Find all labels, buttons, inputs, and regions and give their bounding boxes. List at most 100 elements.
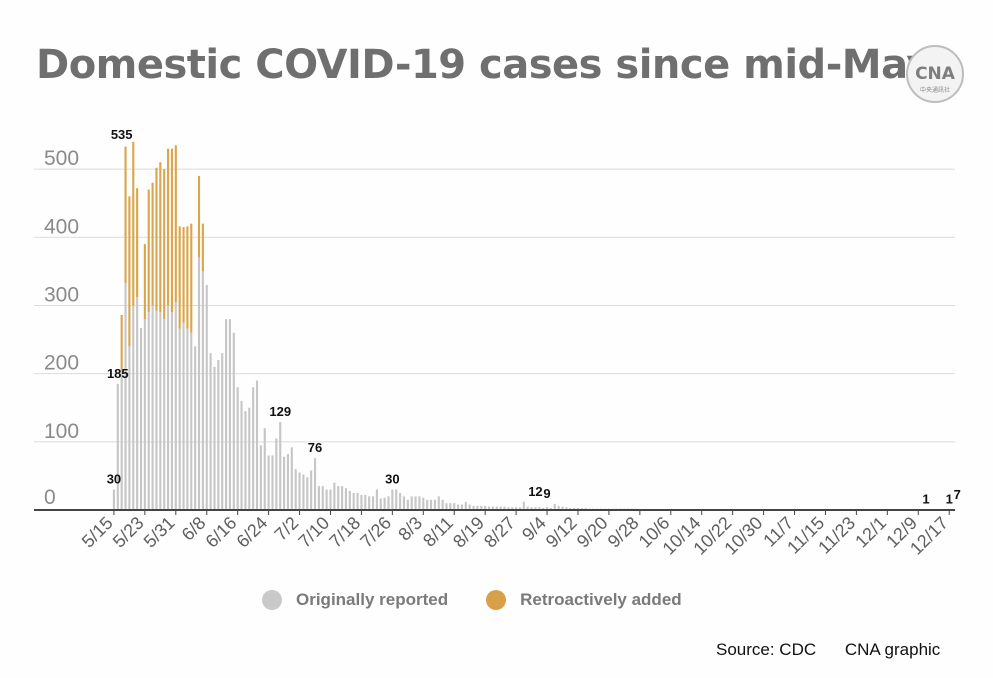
bar-original xyxy=(271,455,274,510)
bar-original xyxy=(534,507,537,510)
bar-retro xyxy=(167,148,170,306)
bar-original xyxy=(441,499,444,510)
bar-original xyxy=(197,257,201,510)
bar-original xyxy=(217,360,220,510)
bar-original xyxy=(310,470,313,510)
x-tick-label: 6/24 xyxy=(233,513,272,552)
bar-retro xyxy=(186,226,189,329)
legend-label-retro: Retroactively added xyxy=(520,590,682,609)
bar-original xyxy=(511,507,514,510)
y-tick-label: 500 xyxy=(44,147,79,170)
bar-original xyxy=(495,506,498,510)
bar-original xyxy=(136,297,139,510)
bar-original xyxy=(399,492,402,510)
bar-original xyxy=(240,400,243,510)
bar-original xyxy=(151,305,154,510)
x-tick-label: 5/31 xyxy=(140,513,179,552)
bar-original xyxy=(205,285,208,510)
bar-original xyxy=(387,496,390,510)
logo-text: CNA xyxy=(915,64,956,84)
cna-logo-icon: CNA 中央通訊社 xyxy=(906,45,964,103)
data-label: 1 xyxy=(946,491,953,506)
bar-original xyxy=(569,507,572,510)
bar-retro xyxy=(174,145,177,303)
bar-retro xyxy=(155,167,158,311)
bar-original xyxy=(325,489,328,510)
x-tick-label: 12/1 xyxy=(851,513,890,552)
bar-retro xyxy=(124,146,127,283)
legend-swatch-original xyxy=(262,590,282,610)
bar-original xyxy=(348,490,351,510)
y-tick-label: 100 xyxy=(44,420,79,443)
bar-original xyxy=(132,305,135,510)
source-text: Source: CDC xyxy=(716,640,817,659)
y-tick-label: 0 xyxy=(44,486,56,509)
bar-original xyxy=(232,332,235,510)
bar-original xyxy=(255,380,259,510)
x-tick-label: 5/23 xyxy=(109,513,148,552)
bar-original xyxy=(178,328,181,510)
bars xyxy=(112,141,955,510)
bar-original xyxy=(120,369,123,510)
bar-retro xyxy=(182,227,185,323)
bar-original xyxy=(337,486,340,510)
x-tick-label: 9/12 xyxy=(542,513,581,552)
bar-original xyxy=(167,305,170,510)
x-tick-label: 6/16 xyxy=(202,513,241,552)
bar-original xyxy=(352,492,355,510)
bar-original xyxy=(453,503,456,510)
bar-original xyxy=(549,507,552,510)
bar-original xyxy=(190,332,193,510)
bar-original xyxy=(225,319,228,510)
x-tick-label: 7/26 xyxy=(356,513,395,552)
bar-retro xyxy=(201,223,204,272)
bar-original xyxy=(484,505,487,510)
bar-original xyxy=(344,488,348,510)
bar-retro xyxy=(120,315,123,370)
bar-original xyxy=(139,327,143,510)
y-axis-ticks: 0 100 200 300 400 500 xyxy=(44,147,79,509)
bar-original xyxy=(283,456,286,510)
bar-original xyxy=(410,496,413,510)
data-label: 185 xyxy=(107,366,129,381)
x-axis-ticks: 5/155/235/31 6/86/166/24 7/27/107/187/26 8/… xyxy=(78,510,952,559)
bar-original xyxy=(302,474,305,510)
bar-original xyxy=(329,489,332,510)
bar-original xyxy=(128,346,131,510)
bar-original xyxy=(371,496,375,510)
data-label: 535 xyxy=(111,127,133,142)
bar-original xyxy=(321,486,324,510)
bar-retro xyxy=(128,196,131,347)
bar-original xyxy=(112,489,115,510)
x-tick-label: 7/10 xyxy=(294,513,333,552)
legend-item-retro: Retroactively added xyxy=(486,590,682,610)
bar-original xyxy=(201,271,204,510)
bar-original xyxy=(561,506,564,510)
bar-original xyxy=(317,486,320,510)
x-tick-label: 7/18 xyxy=(325,513,364,552)
bar-original xyxy=(228,319,232,510)
bar-original xyxy=(437,496,440,510)
bar-original xyxy=(395,489,398,510)
bar-original xyxy=(542,507,545,510)
bar-original xyxy=(476,505,479,510)
bar-original xyxy=(294,469,297,510)
x-tick-label: 9/20 xyxy=(573,513,612,552)
bar-original xyxy=(313,458,317,510)
data-label: 76 xyxy=(308,440,322,455)
bar-original xyxy=(545,507,549,510)
bar-original xyxy=(406,499,409,510)
bar-original xyxy=(457,504,460,510)
bar-retro xyxy=(151,182,154,306)
x-tick-label: 8/11 xyxy=(419,513,457,551)
legend-label-original: Originally reported xyxy=(296,590,449,609)
data-label: 7 xyxy=(954,487,961,502)
bar-original xyxy=(298,472,301,510)
bar-retro xyxy=(159,162,162,313)
bar-original xyxy=(194,346,197,510)
bar-original xyxy=(147,312,150,510)
data-label: 30 xyxy=(385,472,399,487)
bar-original xyxy=(236,387,239,510)
bar-original xyxy=(522,501,525,510)
